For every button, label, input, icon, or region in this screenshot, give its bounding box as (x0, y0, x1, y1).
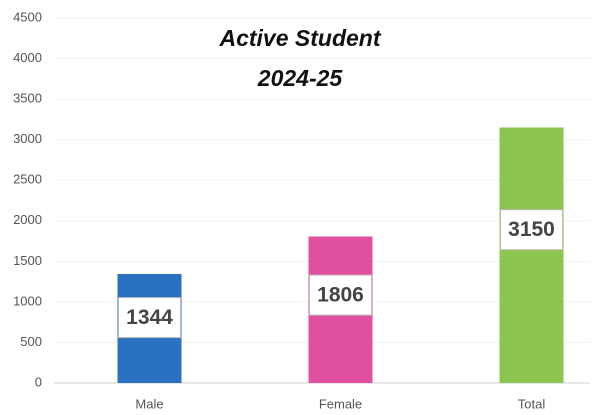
y-tick-label: 4500 (13, 9, 42, 24)
y-tick-label: 1000 (13, 293, 42, 308)
value-label-box (118, 297, 181, 339)
y-tick-label: 3000 (13, 131, 42, 146)
value-label-box (309, 274, 372, 316)
chart-title: Active Student (218, 25, 381, 51)
value-label: 3150 (508, 218, 555, 241)
y-tick-label: 500 (20, 334, 42, 349)
bar (499, 127, 564, 383)
y-tick-label: 2000 (13, 212, 42, 227)
x-tick-label: Total (518, 396, 546, 411)
value-label: 1344 (126, 306, 173, 329)
y-tick-label: 0 (35, 374, 42, 389)
chart-subtitle: 2024-25 (257, 65, 344, 91)
y-tick-label: 1500 (13, 253, 42, 268)
y-tick-label: 3500 (13, 91, 42, 106)
y-tick-label: 4000 (13, 50, 42, 65)
value-label-box (500, 209, 563, 251)
value-label: 1806 (317, 284, 364, 307)
y-tick-label: 2500 (13, 172, 42, 187)
x-tick-label: Female (319, 396, 362, 411)
x-tick-label: Male (135, 396, 163, 411)
